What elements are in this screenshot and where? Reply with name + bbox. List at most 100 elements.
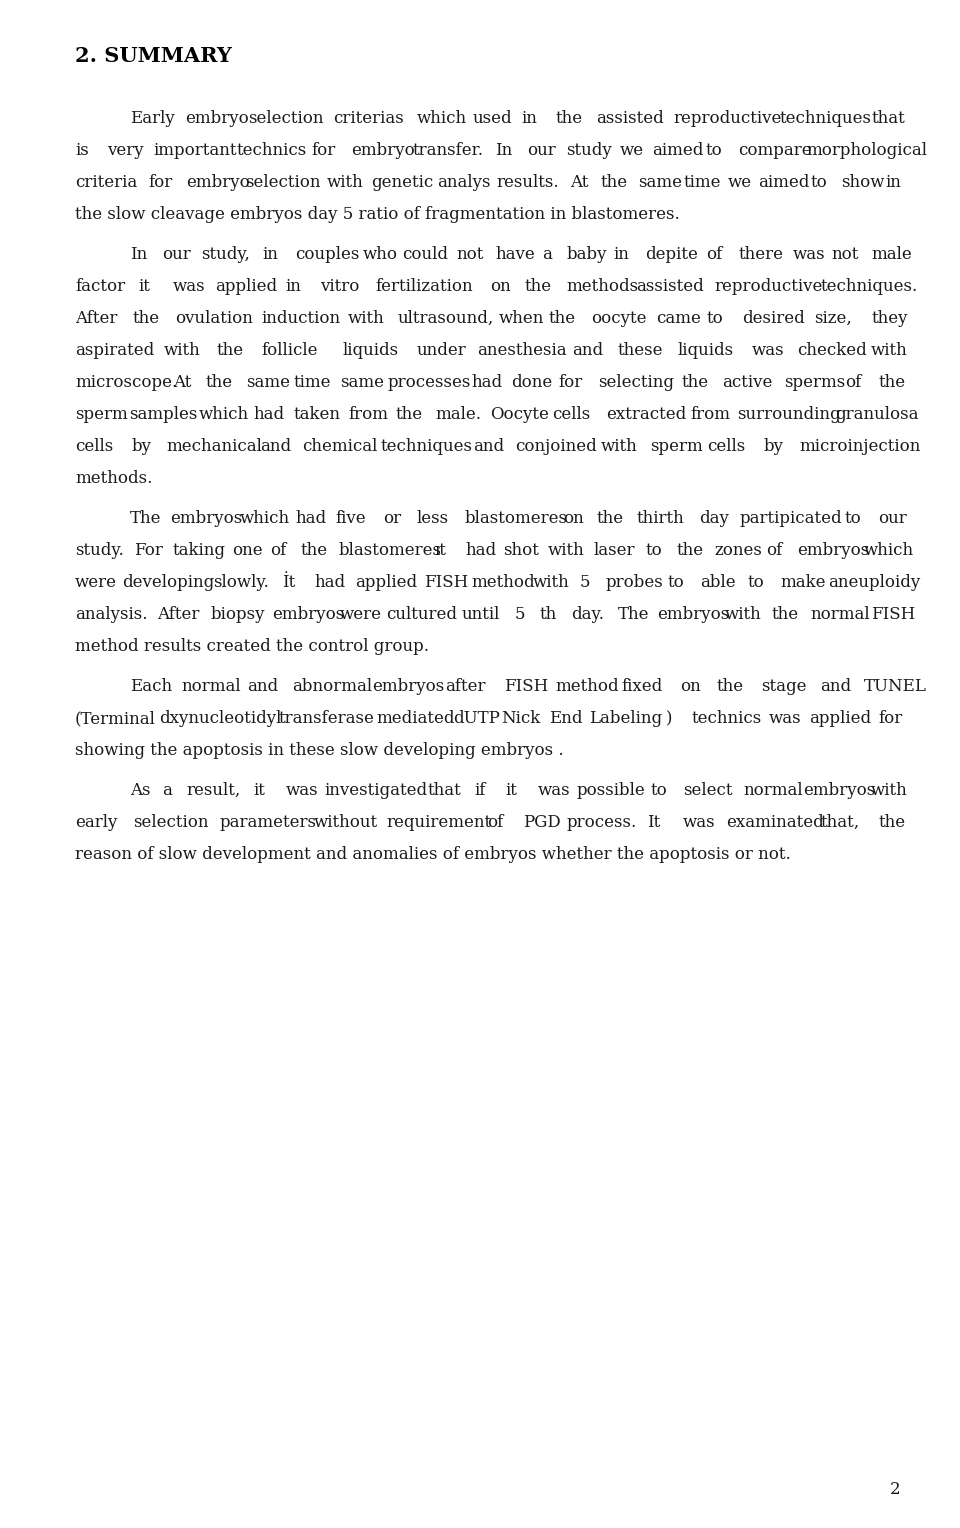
Text: processes: processes <box>388 374 471 391</box>
Text: applied: applied <box>355 575 417 591</box>
Text: that,: that, <box>821 814 859 831</box>
Text: it: it <box>253 782 266 799</box>
Text: select: select <box>683 782 732 799</box>
Text: After: After <box>75 310 117 327</box>
Text: could: could <box>402 246 448 263</box>
Text: After: After <box>157 607 200 623</box>
Text: our: our <box>527 142 556 159</box>
Text: result,: result, <box>186 782 240 799</box>
Text: for: for <box>878 711 902 727</box>
Text: to: to <box>707 310 723 327</box>
Text: or: or <box>383 510 401 527</box>
Text: these: these <box>618 342 663 359</box>
Text: method: method <box>471 575 535 591</box>
Text: 5: 5 <box>580 575 590 591</box>
Text: normal: normal <box>743 782 803 799</box>
Text: with: with <box>601 439 637 455</box>
Text: have: have <box>495 246 535 263</box>
Text: genetic: genetic <box>372 174 433 191</box>
Text: the: the <box>771 607 799 623</box>
Text: Early: Early <box>130 110 175 127</box>
Text: came: came <box>656 310 701 327</box>
Text: was: was <box>538 782 570 799</box>
Text: used: used <box>472 110 513 127</box>
Text: blastomeres: blastomeres <box>339 542 442 559</box>
Text: show: show <box>841 174 884 191</box>
Text: normal: normal <box>810 607 870 623</box>
Text: At: At <box>570 174 588 191</box>
Text: İt: İt <box>282 575 295 591</box>
Text: of: of <box>846 374 862 391</box>
Text: done: done <box>511 374 552 391</box>
Text: with: with <box>533 575 569 591</box>
Text: applied: applied <box>809 711 871 727</box>
Text: cells: cells <box>75 439 113 455</box>
Text: embryos: embryos <box>272 607 344 623</box>
Text: and: and <box>248 678 278 695</box>
Text: 2. SUMMARY: 2. SUMMARY <box>75 46 232 66</box>
Text: male.: male. <box>436 406 482 423</box>
Text: oocyte: oocyte <box>591 310 647 327</box>
Text: compare: compare <box>738 142 812 159</box>
Text: from: from <box>690 406 730 423</box>
Text: same: same <box>638 174 683 191</box>
Text: morphological: morphological <box>806 142 927 159</box>
Text: the: the <box>524 278 551 295</box>
Text: to: to <box>810 174 828 191</box>
Text: chemical: chemical <box>302 439 377 455</box>
Text: analysis.: analysis. <box>75 607 148 623</box>
Text: embryo: embryo <box>186 174 250 191</box>
Text: method results created the control group.: method results created the control group… <box>75 639 429 656</box>
Text: less: less <box>417 510 449 527</box>
Text: the: the <box>555 110 583 127</box>
Text: the: the <box>878 374 905 391</box>
Text: size,: size, <box>814 310 852 327</box>
Text: th: th <box>540 607 557 623</box>
Text: The: The <box>130 510 161 527</box>
Text: a: a <box>541 246 552 263</box>
Text: which: which <box>418 110 468 127</box>
Text: FISH: FISH <box>872 607 916 623</box>
Text: with: with <box>872 342 908 359</box>
Text: not: not <box>831 246 859 263</box>
Text: had: had <box>315 575 346 591</box>
Text: it: it <box>138 278 150 295</box>
Text: results.: results. <box>496 174 560 191</box>
Text: the: the <box>216 342 243 359</box>
Text: anesthesia: anesthesia <box>477 342 566 359</box>
Text: investigated: investigated <box>324 782 427 799</box>
Text: of: of <box>707 246 723 263</box>
Text: we: we <box>728 174 752 191</box>
Text: As: As <box>130 782 151 799</box>
Text: a: a <box>161 782 172 799</box>
Text: checked: checked <box>797 342 867 359</box>
Text: FISH: FISH <box>423 575 468 591</box>
Text: techniques.: techniques. <box>821 278 918 295</box>
Text: with: with <box>725 607 761 623</box>
Text: by: by <box>764 439 784 455</box>
Text: which: which <box>864 542 914 559</box>
Text: embryo: embryo <box>185 110 250 127</box>
Text: to: to <box>645 542 662 559</box>
Text: that: that <box>871 110 905 127</box>
Text: FISH: FISH <box>504 678 548 695</box>
Text: blastomeres: blastomeres <box>465 510 567 527</box>
Text: laser: laser <box>593 542 635 559</box>
Text: were: were <box>340 607 382 623</box>
Text: after: after <box>445 678 486 695</box>
Text: criterias: criterias <box>333 110 403 127</box>
Text: probes: probes <box>606 575 663 591</box>
Text: techniques: techniques <box>380 439 472 455</box>
Text: transfer.: transfer. <box>412 142 483 159</box>
Text: same: same <box>341 374 384 391</box>
Text: At: At <box>173 374 191 391</box>
Text: criteria: criteria <box>75 174 137 191</box>
Text: fixed: fixed <box>621 678 662 695</box>
Text: cells: cells <box>552 406 590 423</box>
Text: on: on <box>680 678 701 695</box>
Text: early: early <box>75 814 117 831</box>
Text: techniques: techniques <box>780 110 872 127</box>
Text: examinated: examinated <box>727 814 825 831</box>
Text: time: time <box>684 174 721 191</box>
Text: embryos: embryos <box>797 542 870 559</box>
